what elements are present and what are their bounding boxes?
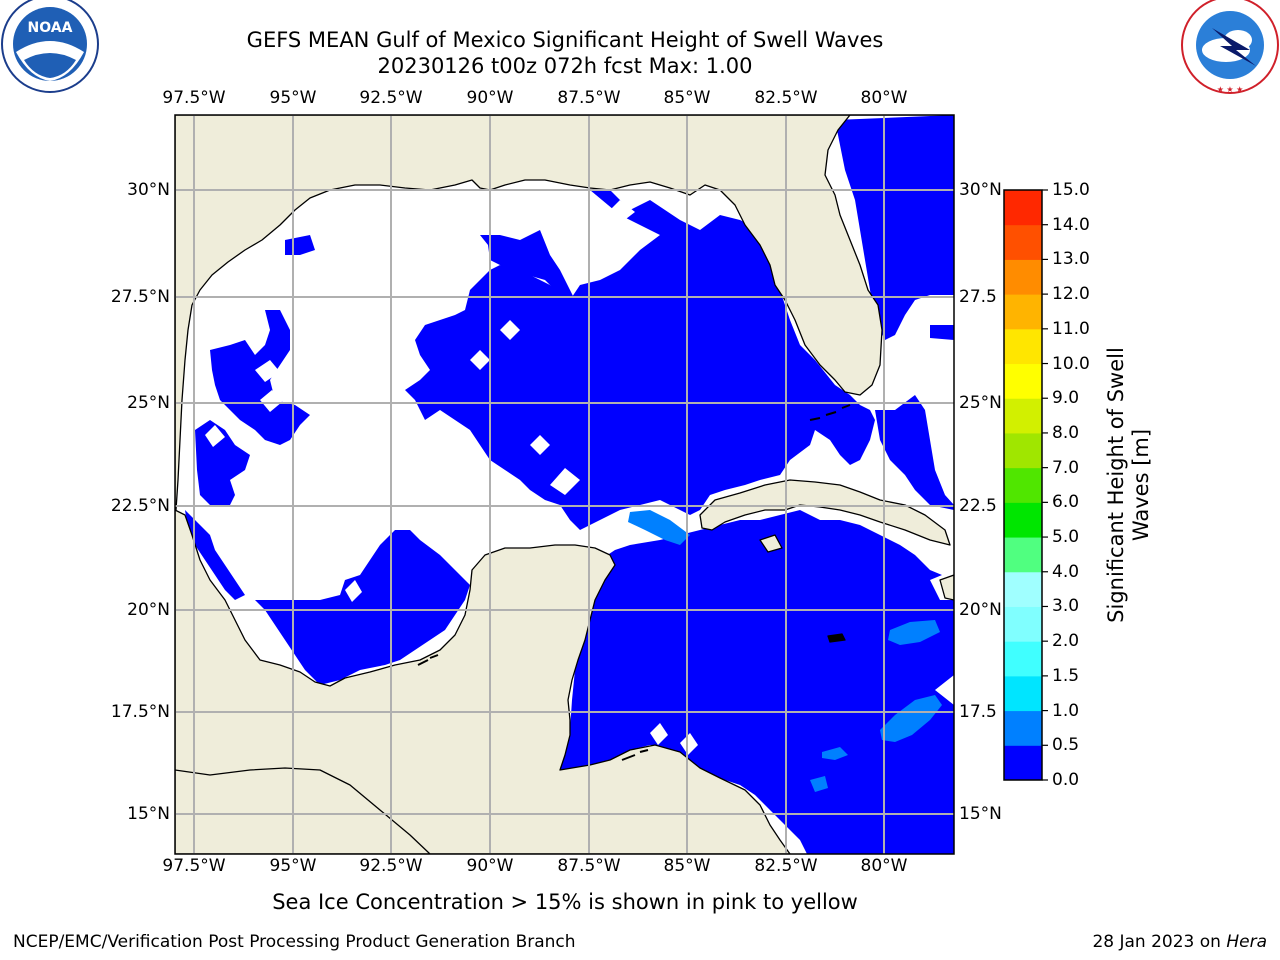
colorbar-tick-label: 10.0: [1052, 353, 1090, 374]
colorbar-segment: [1004, 502, 1042, 538]
lon-label-top: 92.5°W: [359, 88, 423, 108]
lon-label-top: 85°W: [663, 88, 711, 108]
map-subtitle: 20230126 t00z 072h fcst Max: 1.00: [377, 54, 753, 78]
colorbar-tick-label: 0.0: [1052, 770, 1080, 790]
colorbar-title: Significant Height of Swell Waves [m]: [1104, 347, 1153, 623]
lat-label-right: 27.5: [959, 287, 997, 307]
lon-label-top: 90°W: [466, 88, 514, 108]
credit-branch: NCEP/EMC/Verification Post Processing Pr…: [13, 932, 576, 952]
colorbar-tick-label: 13.0: [1052, 249, 1090, 270]
colorbar-segment: [1004, 467, 1042, 503]
colorbar-tick-label: 1.5: [1052, 665, 1080, 686]
map-frame: [174, 114, 955, 855]
lon-label-bottom: 85°W: [663, 856, 711, 876]
colorbar-tick-label: 7.0: [1052, 457, 1080, 478]
colorbar-segment: [1004, 432, 1042, 469]
colorbar-tick-label: 2.0: [1052, 631, 1080, 652]
lat-label-right: 25°N: [959, 393, 1002, 413]
lat-label-left: 20°N: [127, 600, 170, 620]
colorbar-segment: [1004, 641, 1042, 677]
colorbar-tick-label: 8.0: [1052, 422, 1080, 443]
svg-text:★ ★ ★: ★ ★ ★: [1217, 85, 1244, 94]
lat-label-left: 15°N: [127, 804, 170, 824]
lon-label-bottom: 92.5°W: [359, 856, 423, 876]
lat-label-right: 20°N: [959, 600, 1002, 620]
colorbar-tick-label: 6.0: [1052, 492, 1080, 513]
colorbar-segment: [1004, 398, 1042, 434]
land-masses: [175, 115, 954, 854]
map-title: GEFS MEAN Gulf of Mexico Significant Hei…: [246, 28, 884, 52]
sea-ice-note: Sea Ice Concentration > 15% is shown in …: [272, 890, 858, 914]
lon-label-bottom: 82.5°W: [754, 856, 818, 876]
colorbar-tick-label: 9.0: [1052, 388, 1080, 409]
colorbar-tick-label: 14.0: [1052, 214, 1090, 235]
lon-label-top: 80°W: [860, 88, 908, 108]
lon-label-top: 87.5°W: [557, 88, 621, 108]
colorbar-tick-label: 3.0: [1052, 596, 1080, 617]
graticule: [175, 115, 954, 854]
colorbar-segment: [1004, 745, 1042, 781]
colorbar-segment: [1004, 675, 1042, 712]
lat-label-right: 15°N: [959, 804, 1002, 824]
colorbar: [1003, 189, 1048, 781]
colorbar-tick-label: 4.0: [1052, 561, 1080, 582]
credit-date: 28 Jan 2023 on Hera: [1092, 932, 1267, 952]
colorbar-tick-label: 15.0: [1052, 180, 1090, 200]
colorbar-tick-label: 12.0: [1052, 284, 1090, 305]
colorbar-segment: [1004, 571, 1042, 607]
colorbar-tick-label: 5.0: [1052, 527, 1080, 548]
lat-label-right: 17.5: [959, 702, 997, 722]
lon-label-bottom: 90°W: [466, 856, 514, 876]
nws-logo: ★ ★ ★: [1181, 0, 1279, 94]
lat-label-left: 30°N: [127, 180, 170, 200]
swell-region-low: [185, 115, 954, 854]
noaa-logo-text: NOAA: [28, 20, 73, 36]
lon-label-bottom: 97.5°W: [162, 856, 226, 876]
lat-label-left: 17.5°N: [110, 702, 170, 722]
lat-label-right: 22.5: [959, 496, 997, 516]
colorbar-tick-label: 1.0: [1052, 700, 1080, 721]
colorbar-segment: [1004, 259, 1042, 295]
lat-label-right: 30°N: [959, 180, 1002, 200]
colorbar-segment: [1004, 294, 1042, 330]
colorbar-segment: [1004, 224, 1042, 260]
lon-label-bottom: 87.5°W: [557, 856, 621, 876]
colorbar-tick-label: 11.0: [1052, 318, 1090, 339]
lon-label-bottom: 95°W: [269, 856, 317, 876]
noaa-logo: NOAA: [1, 0, 99, 93]
lon-label-bottom: 80°W: [860, 856, 908, 876]
lon-label-top: 97.5°W: [162, 88, 226, 108]
colorbar-segment: [1004, 328, 1042, 365]
lon-label-top: 95°W: [269, 88, 317, 108]
colorbar-tick-label: 0.5: [1052, 735, 1080, 756]
lat-label-left: 25°N: [127, 393, 170, 413]
colorbar-segment: [1004, 606, 1042, 642]
colorbar-segment: [1004, 537, 1042, 573]
credit-machine: Hera: [1226, 932, 1267, 952]
lat-label-left: 22.5°N: [110, 496, 170, 516]
gulf-map: [175, 115, 954, 854]
lat-label-left: 27.5°N: [110, 287, 170, 307]
colorbar-segment: [1004, 190, 1042, 226]
islets: [417, 404, 851, 761]
colorbar-segment: [1004, 363, 1042, 399]
swell-region-calm: [205, 200, 954, 755]
colorbar-frame: [1003, 189, 1043, 781]
lon-label-top: 82.5°W: [754, 88, 818, 108]
colorbar-segment: [1004, 710, 1042, 746]
